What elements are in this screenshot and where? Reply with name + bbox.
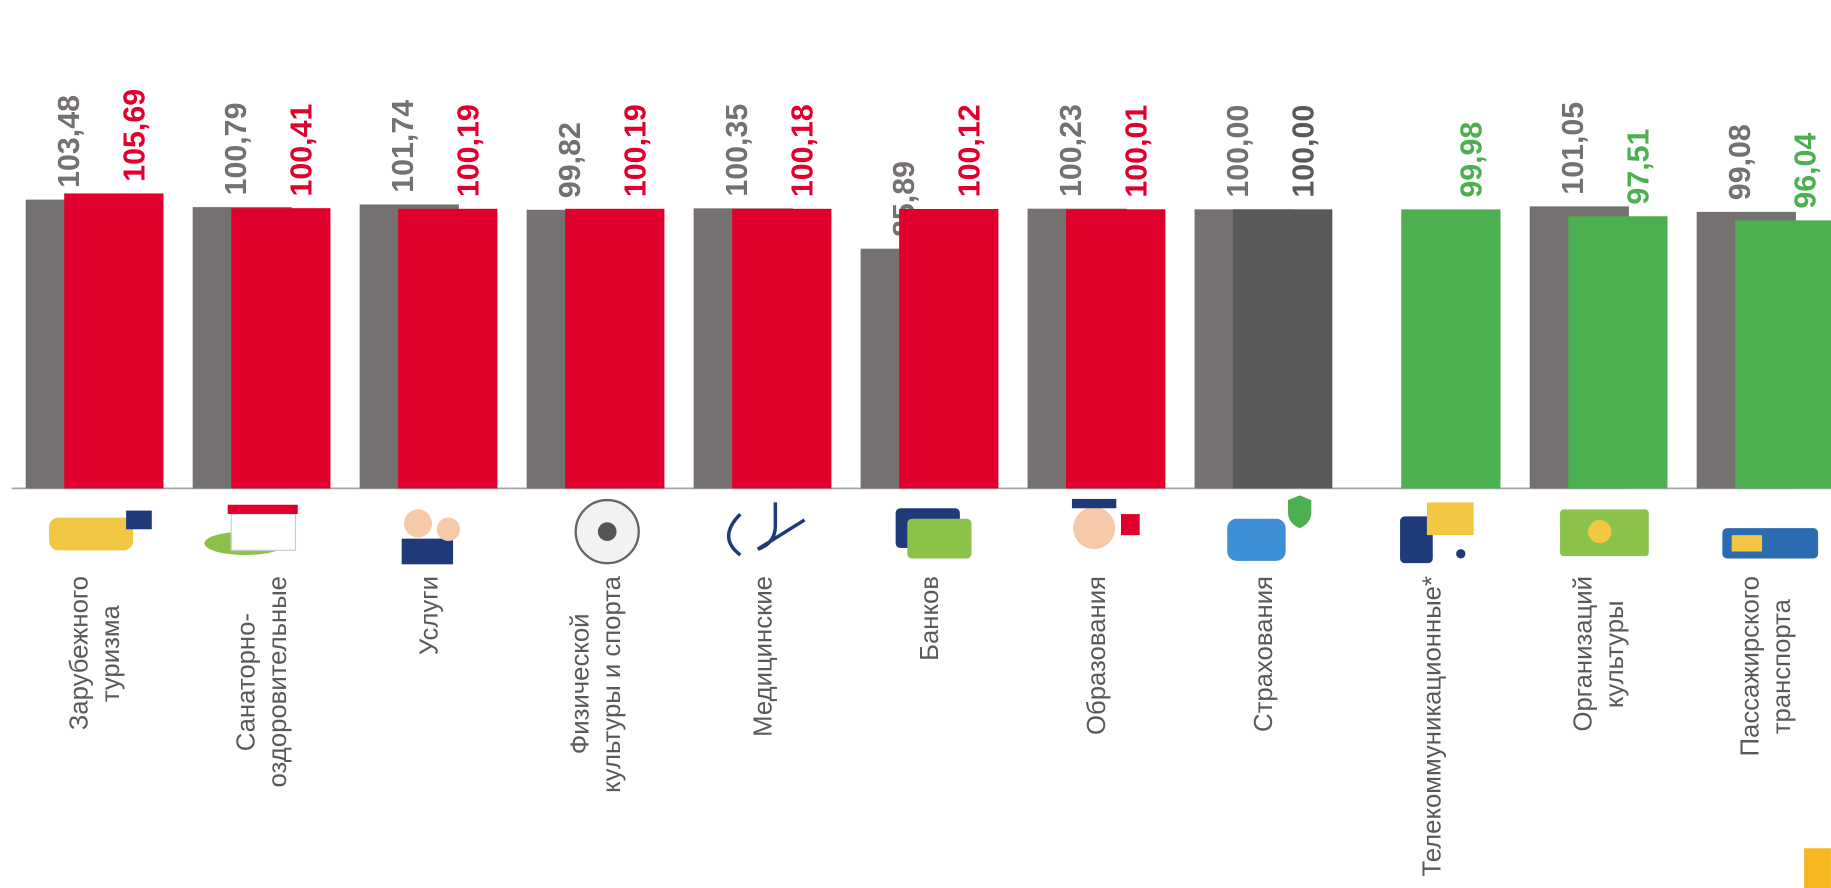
bar	[1735, 220, 1831, 489]
icon	[1227, 518, 1286, 561]
bar	[1066, 209, 1166, 489]
value-label: 99,82	[554, 122, 587, 198]
value-label: 100,12	[954, 104, 987, 197]
value-label: 96,04	[1790, 133, 1823, 209]
bar	[231, 208, 331, 489]
icon	[401, 538, 454, 565]
category-label: Зарубежного туризма	[64, 576, 125, 731]
category-label: Услуги	[413, 576, 444, 656]
icon	[1071, 498, 1117, 509]
value-label: 100,18	[787, 104, 820, 197]
icon	[597, 522, 617, 541]
value-label: 97,51	[1623, 128, 1656, 204]
category-label: Телекоммуникационные*	[1417, 576, 1447, 877]
corner-mark	[1804, 848, 1831, 888]
bar	[1233, 209, 1333, 489]
icon	[907, 518, 972, 559]
icon	[1731, 535, 1763, 552]
category-label: Образования	[1081, 576, 1112, 735]
icon	[49, 517, 134, 551]
value-label: 103,48	[53, 95, 86, 188]
category-label: Пассажирского транспорта	[1735, 576, 1796, 757]
bar	[1568, 216, 1668, 489]
icon	[1287, 495, 1312, 529]
value-label: 100,41	[286, 103, 319, 196]
value-label: 99,98	[1456, 122, 1489, 198]
icon	[1456, 549, 1466, 559]
icon	[726, 502, 806, 557]
value-label: 101,05	[1557, 102, 1590, 195]
category-label: Банков	[914, 576, 945, 661]
icon	[1588, 519, 1612, 544]
bar	[398, 208, 498, 489]
icon	[227, 504, 298, 515]
bar	[1401, 209, 1501, 489]
icon	[1120, 514, 1140, 536]
category-label: Санаторно- оздоровительные	[231, 576, 292, 788]
value-label: 101,74	[387, 100, 420, 193]
value-label: 99,08	[1724, 124, 1757, 200]
category-label: Страхования	[1248, 576, 1279, 732]
icon	[1426, 502, 1474, 536]
bar	[899, 208, 999, 489]
value-label: 100,00	[1288, 105, 1321, 198]
icon	[126, 510, 152, 530]
category-label: Физической культуры и спорта	[565, 576, 626, 793]
value-label: 100,01	[1121, 105, 1154, 198]
bar	[565, 208, 665, 489]
value-label: 105,69	[119, 89, 152, 182]
bar	[64, 193, 164, 489]
icon	[1073, 507, 1116, 550]
category-label: Организаций культуры	[1568, 576, 1629, 732]
icon	[404, 509, 433, 538]
value-label: 100,79	[220, 103, 253, 196]
icon	[1400, 516, 1433, 564]
value-label: 100,23	[1055, 104, 1088, 197]
icon	[436, 517, 461, 541]
value-label: 100,00	[1222, 105, 1255, 198]
category-label: Медицинские	[747, 576, 778, 737]
bar	[732, 208, 832, 489]
value-label: 100,19	[453, 104, 486, 197]
value-label: 100,35	[721, 104, 754, 197]
value-label: 100,19	[620, 104, 653, 197]
